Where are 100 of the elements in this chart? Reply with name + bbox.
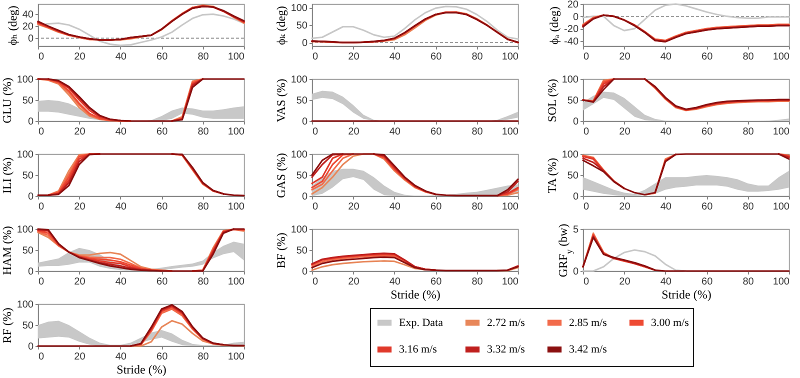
x-tick-label: 40: [660, 126, 672, 138]
x-axis-title: Stride (%): [116, 362, 166, 376]
x-tick-label: 40: [660, 52, 672, 62]
x-tick-label: 60: [156, 352, 168, 362]
x-tick-label: 40: [389, 276, 401, 288]
x-tick-label: 100: [228, 202, 245, 212]
y-tick-label: 100: [562, 74, 579, 86]
y-tick-label: 0: [302, 116, 308, 128]
y-tick-label: 0: [28, 34, 34, 45]
y-tick-label: 50: [296, 170, 308, 182]
x-tick-label: 100: [502, 202, 519, 212]
y-tick-label: 100: [16, 150, 34, 160]
x-tick-label: 20: [619, 276, 631, 288]
y-tick-label: -40: [564, 36, 579, 48]
x-tick-label: 40: [389, 202, 401, 212]
x-tick-label: 60: [430, 126, 442, 138]
x-tick-label: 0: [312, 276, 318, 288]
y-tick-label: -20: [564, 24, 579, 36]
y-tick-label: 0: [28, 266, 34, 278]
x-tick-label: 60: [156, 52, 168, 62]
y-axis-title: ILI (%): [0, 157, 14, 194]
x-tick-label: 100: [228, 52, 245, 62]
y-axis-title: SOL (%): [544, 78, 559, 122]
legend-label: 2.72 m/s: [487, 316, 525, 329]
x-tick-label: 60: [156, 202, 168, 212]
x-tick-label: 80: [198, 202, 210, 212]
x-tick-label: 80: [472, 202, 484, 212]
y-tick-label: 0: [302, 38, 308, 49]
y-tick-label: 50: [22, 96, 34, 106]
x-tick-label: 100: [228, 126, 245, 138]
x-tick-label: 80: [198, 276, 210, 288]
y-tick-label: 100: [290, 74, 308, 86]
y-tick-label: 20: [567, 0, 579, 10]
x-tick-label: 0: [38, 276, 44, 288]
y-tick-label: 100: [290, 3, 308, 14]
y-tick-label: 50: [22, 246, 34, 256]
legend-label: 3.16 m/s: [399, 344, 437, 356]
legend-label: Exp. Data: [399, 316, 444, 329]
x-tick-label: 80: [742, 276, 754, 288]
x-tick-label: 40: [115, 202, 127, 212]
x-tick-label: 80: [198, 52, 210, 62]
x-tick-label: 60: [702, 52, 714, 62]
y-tick-label: 100: [562, 150, 579, 160]
x-tick-label: 80: [198, 352, 210, 362]
x-tick-label: 20: [348, 126, 360, 138]
y-axis-title: ϕₕ (deg): [5, 6, 20, 46]
x-tick-label: 60: [702, 276, 714, 288]
x-tick-label: 0: [584, 52, 590, 62]
x-tick-label: 100: [228, 352, 245, 362]
y-axis-title: ϕₖ (deg): [274, 6, 288, 46]
legend-label: 3.32 m/s: [487, 344, 525, 356]
x-tick-label: 60: [702, 202, 714, 212]
y-tick-label: 20: [22, 22, 34, 33]
y-axis-title: ϕₐ (deg): [547, 6, 562, 44]
x-tick-label: 100: [502, 52, 519, 62]
legend-label: 3.00 m/s: [651, 316, 689, 329]
x-tick-label: 20: [348, 276, 360, 288]
y-axis-title: RF (%): [0, 308, 14, 344]
y-tick-label: 0: [28, 116, 34, 128]
x-tick-label: 80: [472, 52, 484, 62]
y-tick-label: 40: [22, 10, 34, 21]
y-tick-label: 0: [302, 266, 308, 278]
y-tick-label: 100: [16, 224, 34, 236]
x-tick-label: 0: [312, 126, 318, 138]
x-tick-label: 40: [115, 52, 127, 62]
x-tick-label: 20: [74, 202, 86, 212]
y-tick-label: 0: [572, 116, 579, 128]
y-tick-label: 50: [296, 96, 308, 106]
x-tick-label: 60: [430, 276, 442, 288]
y-tick-label: 50: [296, 20, 308, 32]
x-tick-label: 80: [742, 52, 754, 62]
x-tick-label: 80: [472, 126, 484, 138]
y-tick-label: 0: [302, 192, 308, 202]
x-tick-label: 0: [38, 352, 44, 362]
y-axis-title: BF (%): [274, 232, 288, 268]
y-axis-title: GAS (%): [274, 153, 288, 198]
x-tick-label: 40: [660, 202, 672, 212]
x-tick-label: 0: [312, 52, 318, 62]
x-tick-label: 0: [584, 202, 590, 212]
x-tick-label: 100: [502, 126, 519, 138]
x-tick-label: 20: [74, 276, 86, 288]
legend-label: 3.42 m/s: [569, 344, 607, 356]
x-tick-label: 100: [772, 276, 790, 288]
x-tick-label: 20: [74, 52, 86, 62]
x-tick-label: 60: [430, 202, 442, 212]
x-tick-label: 0: [312, 202, 318, 212]
x-tick-label: 60: [156, 276, 168, 288]
y-tick-label: 0: [572, 192, 579, 202]
x-tick-label: 20: [619, 202, 631, 212]
x-tick-label: 20: [619, 52, 631, 62]
x-tick-label: 80: [472, 276, 484, 288]
x-tick-label: 100: [772, 52, 790, 62]
y-tick-label: 0: [572, 12, 579, 23]
x-tick-label: 20: [619, 126, 631, 138]
x-tick-label: 0: [584, 276, 590, 288]
x-tick-label: 0: [38, 52, 44, 62]
x-tick-label: 40: [115, 352, 127, 362]
y-tick-label: 100: [290, 224, 308, 236]
y-tick-label: 50: [296, 246, 308, 256]
y-tick-label: 50: [22, 320, 34, 332]
